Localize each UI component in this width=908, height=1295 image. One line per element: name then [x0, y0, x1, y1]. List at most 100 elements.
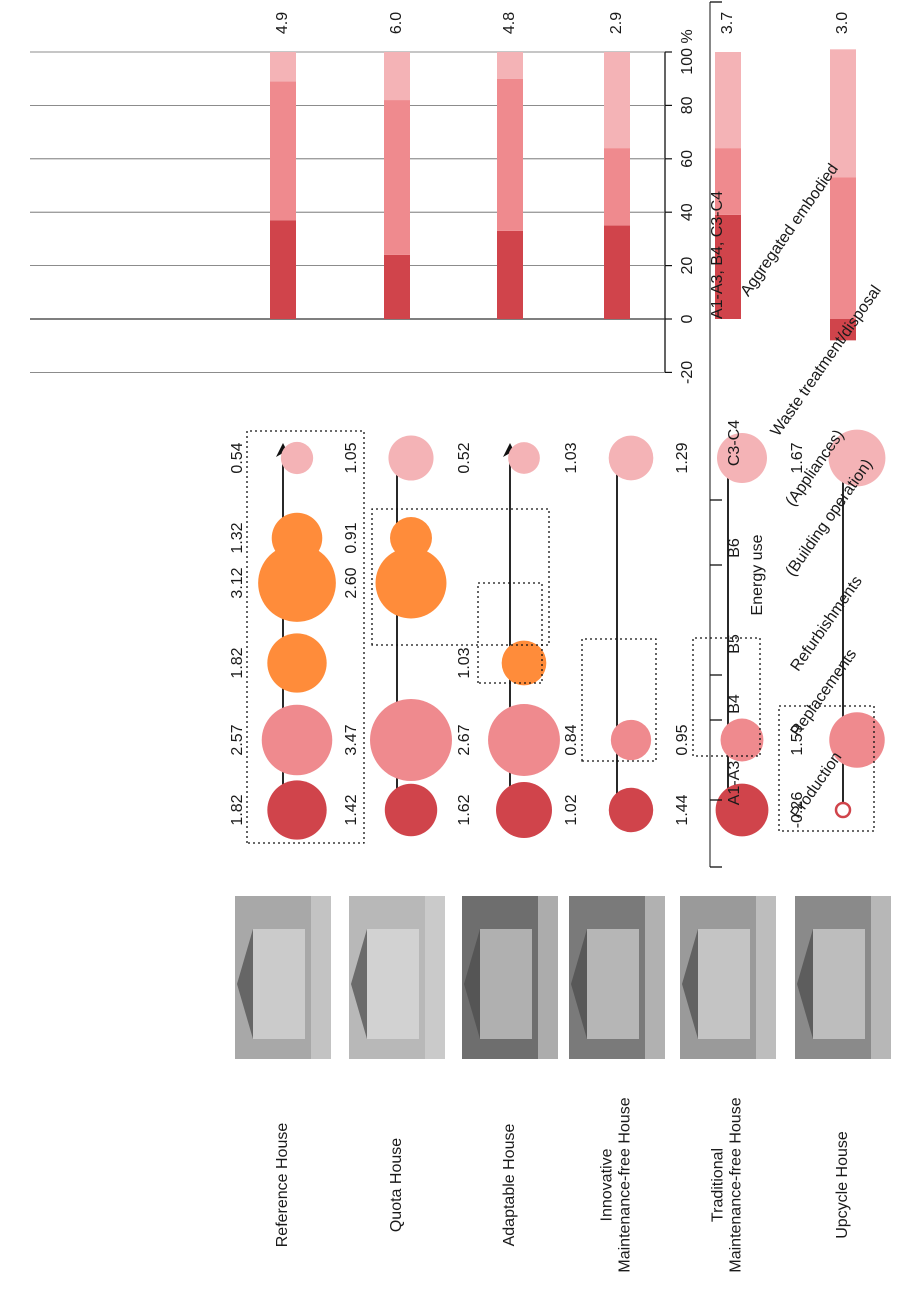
refurbishment-value: 1.03: [456, 647, 473, 679]
disposal-value: 1.05: [343, 442, 360, 474]
appliances-bubble: [390, 517, 432, 559]
bar-segment-B4: [497, 78, 523, 231]
disposal-bubble: [828, 429, 886, 487]
disposal-bubble: [388, 435, 434, 481]
house-photo: [795, 896, 891, 1059]
disposal-bubble: [508, 442, 540, 474]
production-value: 1.02: [563, 794, 580, 826]
bar-segment-B4: [270, 81, 296, 221]
house-photo: [462, 896, 558, 1059]
house-photo-roof: [682, 929, 698, 1039]
energy-use-label: Energy use: [749, 534, 766, 616]
bar-segment-A1-A3: [497, 230, 523, 319]
bar-segment-C3-C4: [497, 51, 523, 79]
highlight-box: [477, 582, 543, 684]
bar-segment-C3-C4: [715, 51, 741, 149]
production-value: 1.62: [456, 794, 473, 826]
bar-total-label: 6.0: [388, 11, 405, 35]
house-photo-roof: [464, 929, 480, 1039]
production-value: 1.82: [229, 794, 246, 826]
production-bubble: [715, 783, 769, 837]
appliances-value: 1.32: [229, 522, 246, 554]
bar-segment-C3-C4: [604, 51, 630, 149]
bar-tick-label: 40: [679, 203, 696, 222]
bar-tick-label: 100 %: [679, 29, 696, 75]
replacement-value: 0.84: [563, 724, 580, 756]
house-photo-roof: [571, 929, 587, 1039]
bar-segment-B4: [384, 100, 410, 255]
production-value: 1.42: [343, 794, 360, 826]
house-photo-ground: [425, 896, 445, 1059]
house-photo-building: [813, 929, 865, 1039]
disposal-bubble: [280, 441, 314, 475]
refurbishment-value: 1.82: [229, 647, 246, 679]
bar-axis-label: A1-A3, B4, C3-C4: [709, 190, 726, 320]
bar-tick-label: 0: [679, 314, 696, 324]
house-photo: [680, 896, 776, 1059]
stage-label: A1-A3: [726, 760, 743, 806]
house-name: Innovative Maintenance-free House: [598, 1097, 634, 1273]
house-photo-roof: [351, 929, 367, 1039]
production-bubble: [834, 801, 852, 819]
bar-total-label: 4.8: [501, 11, 518, 35]
bar-segment-A1-A3: [604, 225, 630, 319]
bar-tick-label: -20: [679, 360, 696, 384]
appliances-value: 0.91: [343, 522, 360, 554]
bar-tick-label: 80: [679, 96, 696, 115]
house-photo-ground: [871, 896, 891, 1059]
house-photo-roof: [797, 929, 813, 1039]
replacement-value: 3.47: [343, 724, 360, 756]
replacement-bubble: [370, 699, 452, 781]
disposal-value: 1.03: [563, 442, 580, 474]
replacement-bubble: [720, 718, 764, 762]
bar-segment-C3-C4: [384, 52, 410, 101]
highlight-box: [371, 508, 550, 646]
house-name: Quota House: [387, 1137, 405, 1233]
house-photo-building: [253, 929, 305, 1039]
production-bubble: [384, 783, 438, 837]
disposal-value: 1.29: [674, 442, 691, 474]
highlight-box: [246, 430, 365, 844]
house-photo-building: [367, 929, 419, 1039]
bar-segment-A1-A3: [384, 254, 410, 319]
house-photo-building: [480, 929, 532, 1039]
disposal-bubble: [717, 433, 767, 483]
production-bubble: [608, 787, 654, 833]
bar-segment-A1-A3: [715, 214, 741, 319]
replacement-value: 2.67: [456, 724, 473, 756]
building-operation-bubble: [375, 547, 447, 619]
house-photo: [569, 896, 665, 1059]
production-bubble: [267, 780, 327, 840]
house-photo-building: [587, 929, 639, 1039]
house-photo-building: [698, 929, 750, 1039]
highlight-box: [692, 637, 761, 757]
replacement-bubble: [610, 719, 652, 761]
stage-label: B5: [726, 634, 743, 654]
disposal-value: 0.54: [229, 442, 246, 474]
replacement-bubble: [829, 712, 885, 768]
house-photo-roof: [237, 929, 253, 1039]
stage-label: C3-C4: [726, 419, 743, 467]
bar-total-label: 3.7: [719, 11, 736, 35]
bar-tick-label: 20: [679, 256, 696, 275]
bar-total-label: 4.9: [274, 11, 291, 35]
bar-segment-B4: [830, 177, 856, 319]
production-value: 1.44: [674, 794, 691, 826]
house-name: Reference House: [273, 1122, 291, 1248]
bar-total-label: 2.9: [608, 11, 625, 35]
house-name: Adaptable House: [500, 1123, 518, 1247]
bar-segment-B4: [715, 148, 741, 215]
house-photo-ground: [645, 896, 665, 1059]
bar-total-label: 3.0: [834, 11, 851, 35]
bar-segment-A1-A3: [830, 318, 856, 341]
bar-segment-B4: [604, 148, 630, 226]
replacement-value: 0.95: [674, 724, 691, 756]
house-name: Traditional Maintenance-free House: [709, 1097, 745, 1273]
house-photo-ground: [311, 896, 331, 1059]
house-photo-ground: [756, 896, 776, 1059]
replacement-value: 2.57: [229, 724, 246, 756]
stage-label: B4: [726, 694, 743, 714]
replacement-bubble: [261, 704, 333, 776]
